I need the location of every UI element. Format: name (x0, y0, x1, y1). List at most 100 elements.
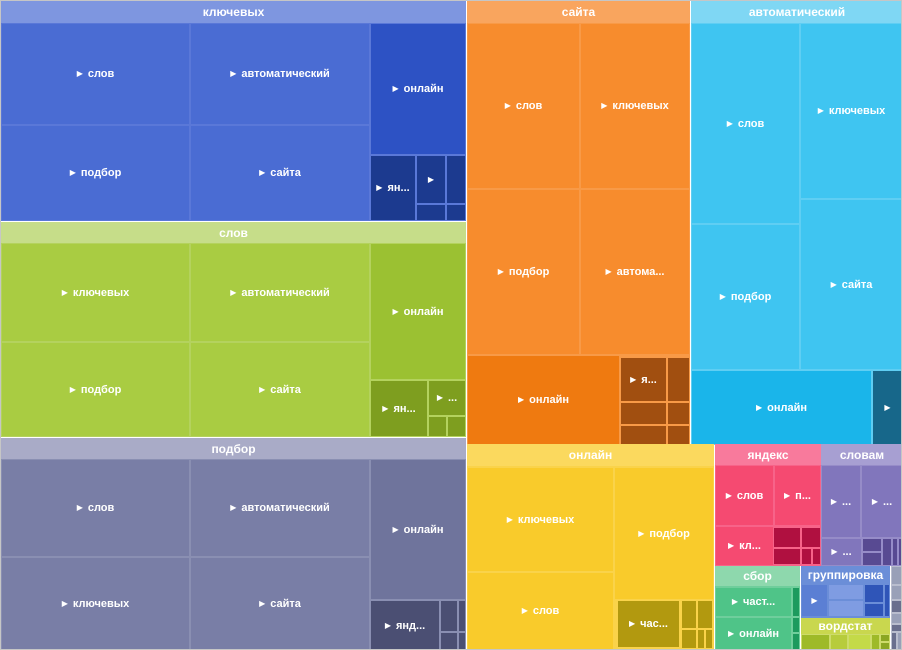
section-header-gruppirovka[interactable]: группировка (801, 566, 890, 584)
treemap-tile[interactable] (881, 635, 889, 641)
treemap-tile[interactable] (417, 205, 445, 220)
treemap-tile[interactable]: ▶... (862, 466, 901, 537)
treemap-tile[interactable]: ▶... (429, 381, 465, 415)
treemap-tile[interactable] (849, 635, 870, 649)
section-header-yandeks[interactable]: яндекс (715, 444, 821, 465)
treemap-tile[interactable]: ▶ онлайн (371, 244, 465, 379)
treemap-tile[interactable] (774, 528, 800, 547)
treemap-tile[interactable] (883, 539, 891, 565)
treemap-tile[interactable] (698, 630, 704, 648)
treemap-tile[interactable] (899, 539, 901, 565)
treemap-tile[interactable]: ▶ ключевых (2, 558, 189, 649)
treemap-tile[interactable] (898, 633, 901, 649)
treemap-tile[interactable] (892, 625, 901, 631)
treemap-tile[interactable] (459, 633, 465, 649)
treemap-tile[interactable]: ▶ слов (2, 24, 189, 124)
treemap-tile[interactable] (621, 426, 666, 444)
treemap-tile[interactable] (892, 633, 896, 649)
treemap-tile[interactable] (441, 601, 457, 631)
treemap-tile[interactable]: ▶ кл... (716, 527, 773, 565)
section-header-sayta[interactable]: сайта (467, 1, 690, 23)
treemap-tile[interactable] (865, 604, 883, 616)
treemap-tile[interactable] (885, 585, 889, 616)
treemap-tile[interactable] (802, 528, 820, 547)
treemap-tile[interactable] (892, 614, 901, 623)
treemap-tile[interactable]: ▶ сайта (191, 558, 369, 649)
treemap-tile[interactable] (893, 539, 897, 565)
treemap-tile[interactable] (706, 630, 712, 648)
treemap-tile[interactable]: ▶ онлайн (371, 460, 465, 599)
treemap-tile[interactable] (682, 630, 696, 648)
treemap-tile[interactable]: ▶ слов (716, 466, 773, 525)
treemap-tile[interactable] (802, 635, 829, 649)
treemap-tile[interactable] (793, 618, 799, 632)
treemap-tile[interactable] (429, 417, 446, 436)
treemap-tile[interactable]: ▶ (417, 156, 445, 203)
section-header-podbor[interactable]: подбор (1, 438, 466, 459)
treemap-tile[interactable]: ▶ п... (775, 466, 820, 525)
treemap-tile[interactable]: ▶ янд... (371, 601, 439, 649)
treemap-tile[interactable]: ▶ ян... (371, 381, 427, 436)
treemap-tile[interactable]: ▶... (822, 466, 860, 537)
treemap-tile[interactable] (863, 553, 881, 565)
treemap-tile[interactable]: ▶ подбор (2, 343, 189, 436)
treemap-tile[interactable]: ▶ ключевых (581, 24, 689, 188)
treemap-tile[interactable]: ▶ (873, 371, 901, 444)
treemap-tile[interactable]: ▶ ключевых (801, 24, 901, 198)
treemap-tile[interactable]: ▶ част... (716, 588, 791, 616)
treemap-tile[interactable] (802, 549, 811, 564)
treemap-tile[interactable]: ▶ автоматический (191, 244, 369, 341)
treemap-tile[interactable] (813, 549, 820, 564)
section-header-slovam[interactable]: словам (821, 444, 901, 465)
treemap-tile[interactable]: ▶ слов (2, 460, 189, 556)
section-header-slov[interactable]: слов (1, 222, 466, 243)
treemap-tile[interactable] (872, 635, 879, 649)
treemap-tile[interactable] (447, 156, 465, 203)
treemap-tile[interactable]: ▶ слов (468, 573, 613, 649)
treemap-tile[interactable]: ▶ подбор (692, 225, 799, 369)
treemap-tile[interactable]: ▶ сайта (191, 343, 369, 436)
treemap-tile[interactable]: ▶ сайта (191, 126, 369, 220)
treemap-tile[interactable]: ▶ автоматический (191, 24, 369, 124)
section-header-vordstat[interactable]: вордстат (801, 618, 890, 634)
treemap-tile[interactable]: ▶... (822, 539, 861, 565)
treemap-tile[interactable]: ▶ автома... (581, 190, 689, 354)
treemap-tile[interactable]: ▶ ключевых (2, 244, 189, 341)
treemap-tile[interactable]: ▶ час... (618, 601, 679, 647)
treemap-tile[interactable] (668, 426, 689, 444)
treemap-tile[interactable] (793, 634, 799, 649)
treemap-tile[interactable] (448, 417, 465, 436)
treemap-tile[interactable] (831, 635, 847, 649)
treemap-tile[interactable]: ▶ я... (621, 358, 666, 401)
treemap-tile[interactable]: ▶ подбор (468, 190, 579, 354)
treemap-tile[interactable] (774, 549, 800, 564)
treemap-tile[interactable]: ▶ слов (692, 24, 799, 223)
treemap-tile[interactable]: ▶ ключевых (468, 468, 613, 571)
treemap-tile[interactable] (892, 567, 901, 584)
treemap-tile[interactable] (682, 601, 696, 628)
treemap-tile[interactable]: ▶ сайта (801, 200, 901, 369)
treemap-tile[interactable] (892, 586, 901, 599)
treemap-tile[interactable]: ▶ подбор (2, 126, 189, 220)
treemap-tile[interactable] (621, 403, 666, 424)
treemap-tile[interactable] (447, 205, 465, 220)
treemap-tile[interactable] (892, 601, 901, 612)
section-header-avtomaticheskiy[interactable]: автоматический (691, 1, 901, 23)
treemap-tile[interactable] (881, 643, 889, 649)
treemap-tile[interactable]: ▶ (802, 585, 827, 616)
treemap-tile[interactable] (668, 403, 689, 424)
treemap-tile[interactable] (668, 358, 689, 401)
treemap-tile[interactable] (459, 601, 465, 631)
treemap-tile[interactable]: ▶ слов (468, 24, 579, 188)
section-header-sbor[interactable]: сбор (715, 566, 800, 586)
treemap-tile[interactable] (829, 601, 863, 616)
section-header-klyuchevyh[interactable]: ключевых (1, 1, 466, 23)
treemap-tile[interactable] (865, 585, 883, 602)
section-header-onlayn[interactable]: онлайн (467, 444, 714, 466)
treemap-tile[interactable]: ▶ онлайн (468, 356, 619, 444)
treemap-tile[interactable] (863, 539, 881, 551)
treemap-tile[interactable]: ▶ автоматический (191, 460, 369, 556)
treemap-tile[interactable]: ▶ онлайн (371, 24, 465, 154)
treemap-tile[interactable] (793, 588, 799, 616)
treemap-tile[interactable] (441, 633, 457, 649)
